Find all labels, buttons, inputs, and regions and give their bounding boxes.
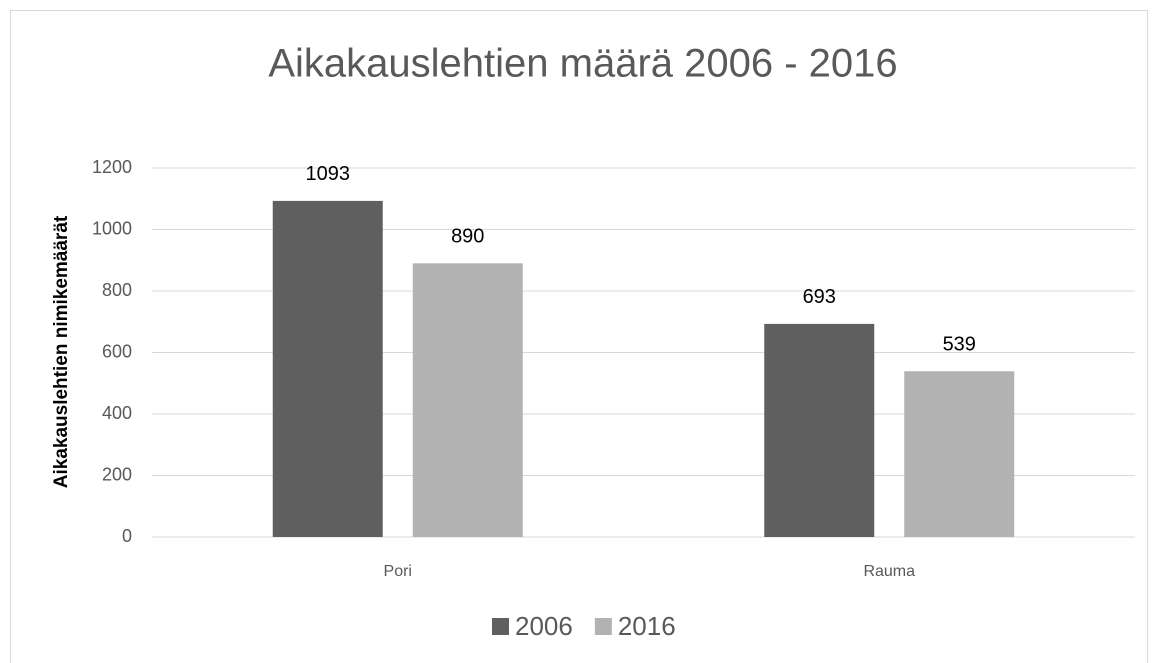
y-tick-label: 0 [122, 526, 132, 546]
data-label: 1093 [306, 163, 351, 185]
bar [412, 263, 523, 537]
x-tick-label: Pori [384, 563, 412, 580]
data-label: 539 [943, 334, 976, 356]
bar [272, 200, 383, 537]
bar [764, 323, 875, 537]
chart-border [10, 10, 1148, 663]
bar [904, 371, 1015, 537]
legend-label: 2016 [618, 611, 676, 641]
data-label: 890 [451, 226, 484, 248]
y-tick-label: 1000 [92, 218, 132, 238]
y-tick-label: 200 [102, 464, 132, 484]
y-tick-label: 600 [102, 341, 132, 361]
y-axis-label: Aikakauslehtien nimikemäärät [51, 215, 72, 488]
y-tick-label: 800 [102, 280, 132, 300]
y-tick-label: 1200 [92, 157, 132, 177]
legend-swatch [492, 618, 509, 635]
data-label: 693 [803, 286, 836, 308]
chart-title: Aikakauslehtien määrä 2006 - 2016 [268, 42, 897, 86]
legend-swatch [594, 618, 612, 635]
legend-label: 2006 [515, 611, 573, 641]
y-tick-label: 400 [102, 403, 132, 423]
x-tick-label: Rauma [863, 563, 915, 580]
